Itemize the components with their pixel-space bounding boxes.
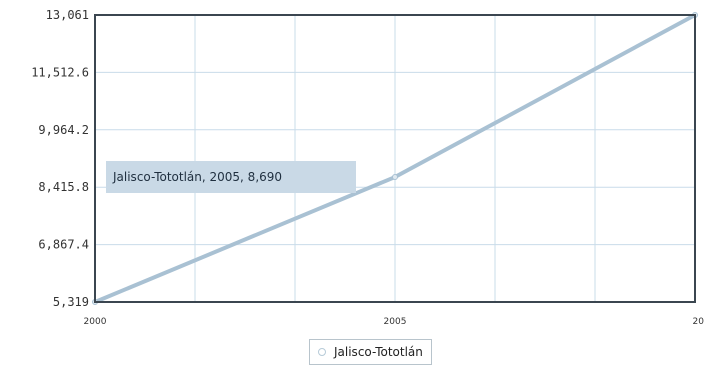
y-tick-label: 5,319 [53, 295, 89, 309]
plot-border [94, 14, 696, 303]
x-tick-label: 2010 [693, 317, 704, 327]
grid-lines [95, 14, 695, 303]
legend-label: Jalisco-Tototlán [334, 345, 423, 359]
x-tick-label: 2000 [84, 317, 107, 327]
legend-marker-icon [318, 348, 326, 356]
y-tick-label: 8,415.8 [38, 180, 89, 194]
legend[interactable]: Jalisco-Tototlán [309, 339, 432, 365]
x-axis-ticks: 2000 2005 2010 [84, 317, 704, 327]
x-tick-label: 2005 [384, 317, 407, 327]
data-tooltip: Jalisco-Tototlán, 2005, 8,690 [106, 161, 356, 193]
y-tick-label: 6,867.4 [38, 238, 89, 252]
y-axis-ticks: 5,319 6,867.4 8,415.8 9,964.2 11,512.6 13,061 [31, 8, 89, 309]
data-point [392, 174, 398, 181]
series-layer [92, 12, 698, 305]
y-tick-label: 9,964.2 [38, 123, 89, 137]
y-tick-label: 13,061 [46, 8, 89, 22]
y-tick-label: 11,512.6 [31, 65, 89, 79]
